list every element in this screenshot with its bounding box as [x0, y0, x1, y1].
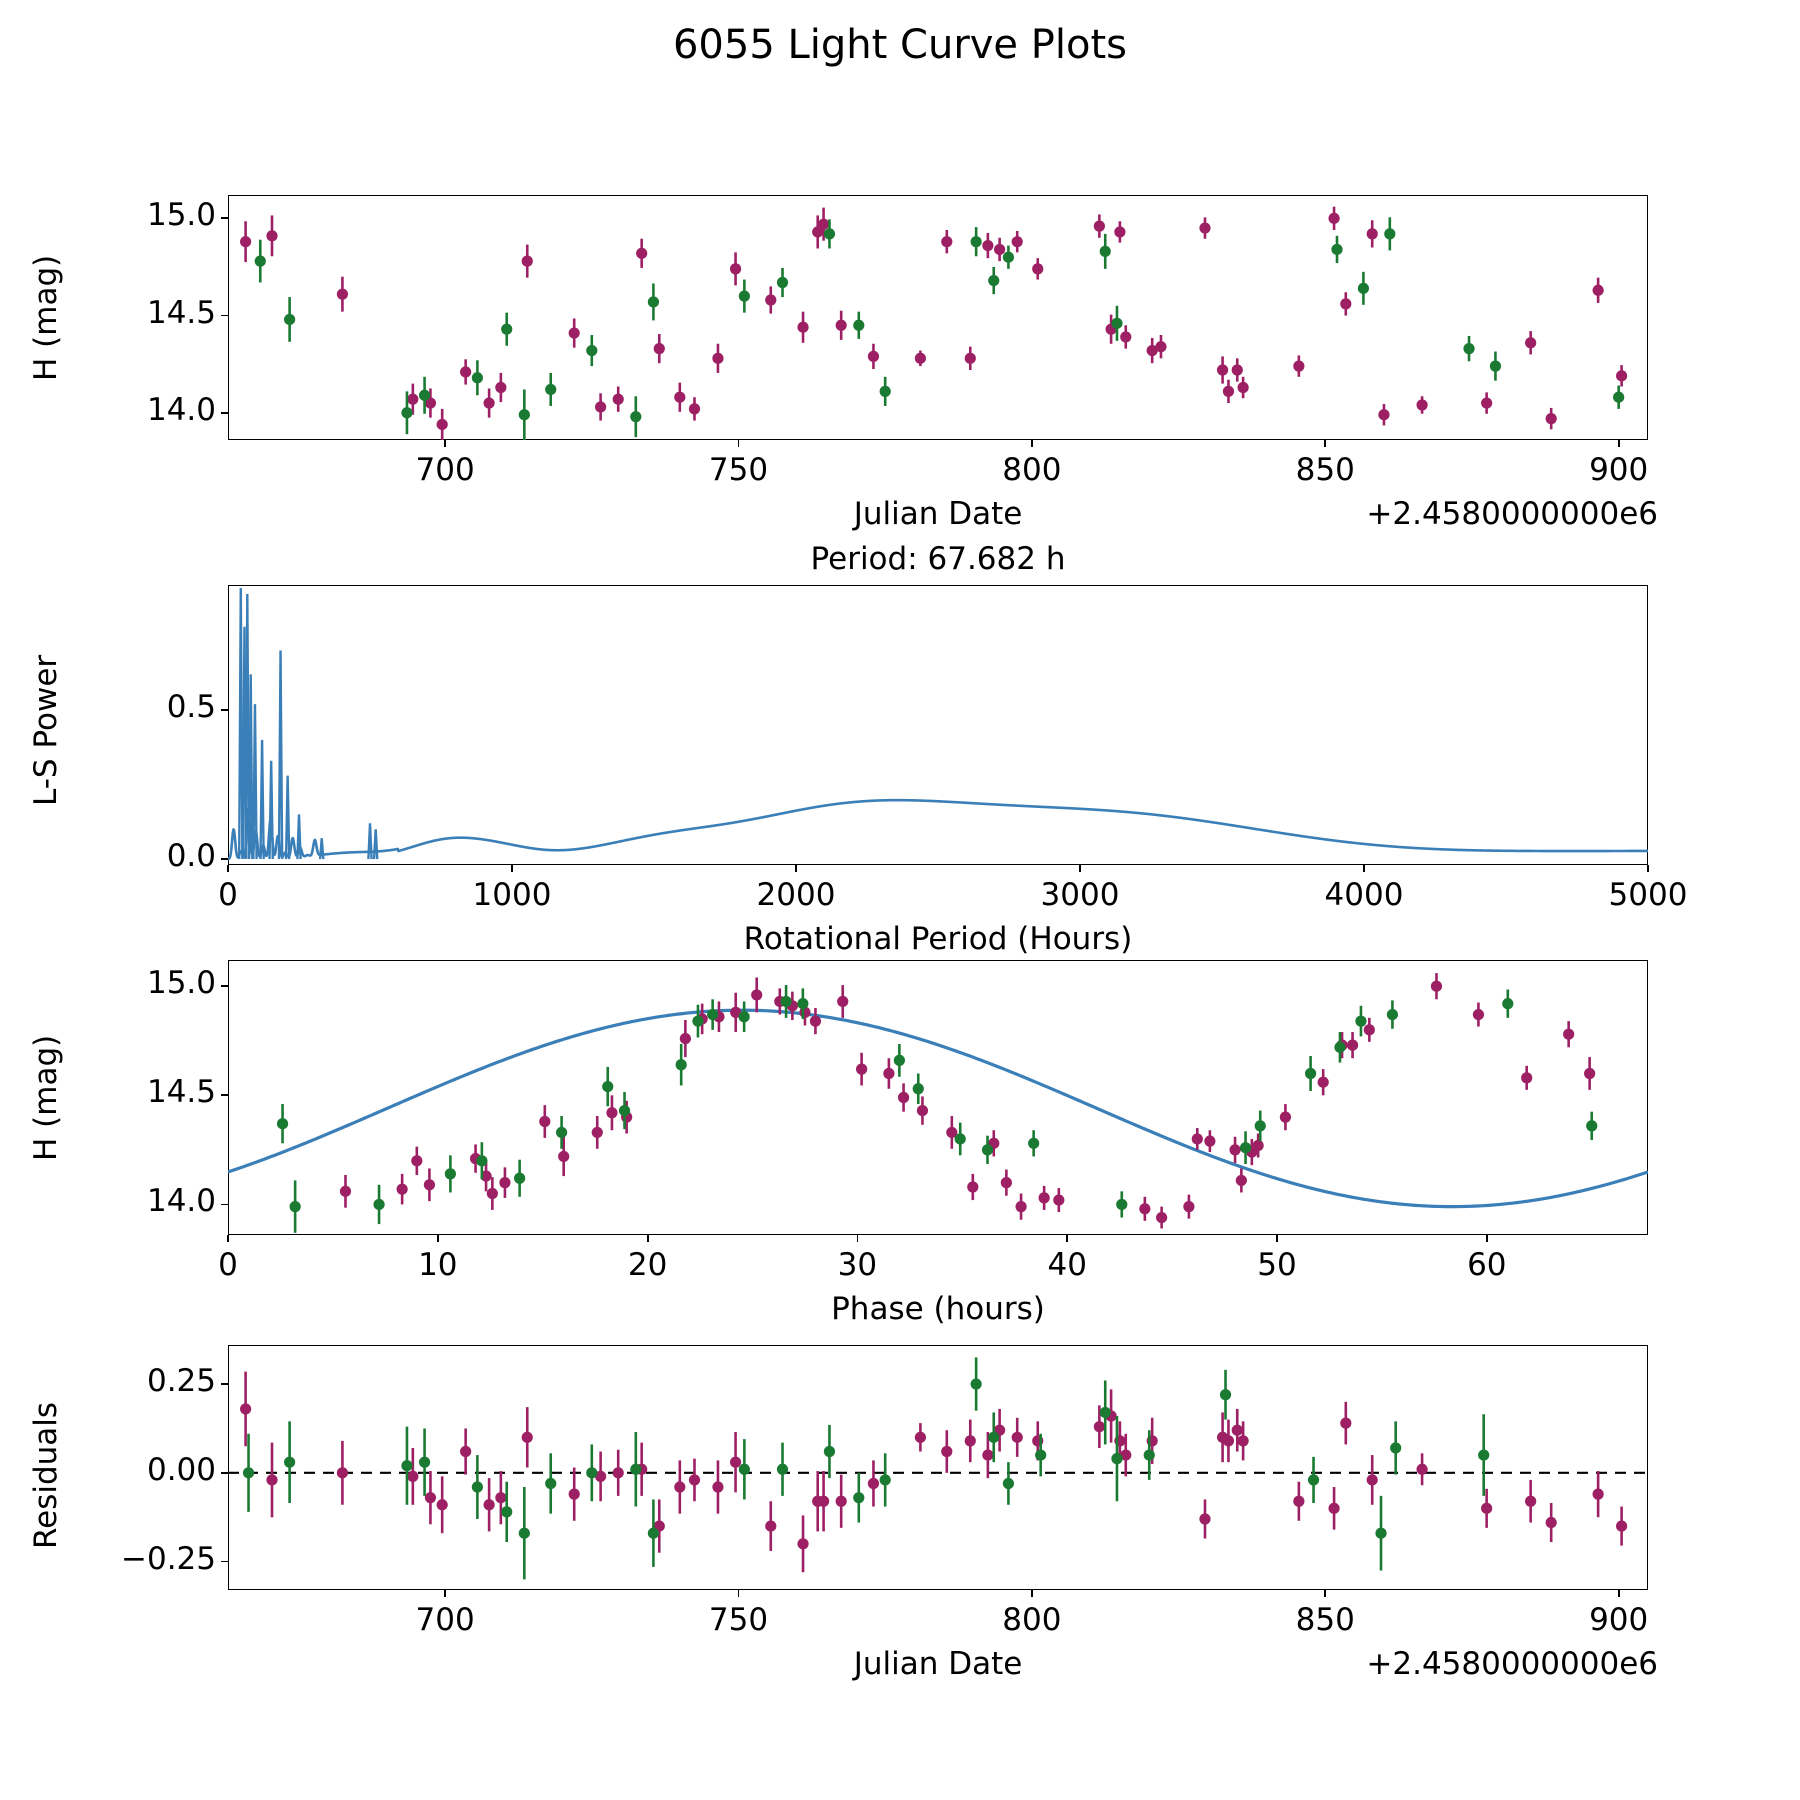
x-tick-mark: [1647, 865, 1649, 872]
y-tick-label: 14.5: [146, 1074, 216, 1111]
x-tick-mark: [1617, 440, 1620, 447]
panel-phase-folded: [228, 960, 1648, 1235]
x-tick-mark: [1030, 440, 1033, 447]
y-tick-label: −0.25: [121, 1540, 216, 1577]
series-series_b: [276, 985, 1598, 1233]
x-tick-label: 10: [418, 1247, 458, 1283]
x-tick-label: 800: [1002, 1602, 1062, 1638]
x-tick-label: 700: [415, 452, 475, 488]
axes-frame-light-curve: [228, 195, 1648, 440]
series-series_b: [254, 217, 1625, 440]
y-tick-mark: [221, 1471, 228, 1474]
x-tick-mark: [1485, 1235, 1488, 1242]
x-tick-label: 1000: [472, 877, 552, 913]
y-tick-label: 0.00: [146, 1451, 216, 1488]
x-tick-mark: [1617, 1590, 1620, 1597]
x-tick-label: 750: [708, 452, 769, 488]
y-axis-label: H (mag): [28, 1034, 64, 1161]
x-tick-label: 60: [1467, 1247, 1507, 1283]
y-tick-mark: [221, 314, 228, 317]
x-tick-mark: [511, 865, 513, 872]
light-curve-plot-area: [240, 206, 1628, 440]
x-tick-mark: [1079, 865, 1081, 872]
x-axis-label: Phase (hours): [831, 1291, 1045, 1327]
x-tick-label: 5000: [1608, 877, 1688, 913]
y-tick-mark: [221, 217, 228, 220]
axes-frame-periodogram: [228, 585, 1648, 865]
panel-title: Period: 67.682 h: [810, 541, 1066, 577]
x-tick-mark: [227, 865, 229, 872]
y-tick-mark: [221, 1383, 228, 1385]
x-tick-label: 0: [218, 877, 238, 913]
x-tick-label: 0: [218, 1247, 238, 1283]
series-series_a: [339, 973, 1596, 1229]
x-tick-label: 4000: [1324, 877, 1404, 913]
y-tick-label: 15.0: [146, 197, 216, 234]
periodogram-plot-area: [228, 587, 1648, 861]
x-tick-mark: [444, 1590, 446, 1597]
x-tick-mark: [646, 1235, 649, 1242]
x-tick-mark: [737, 440, 740, 447]
figure-title: 6055 Light Curve Plots: [672, 22, 1127, 68]
x-tick-mark: [856, 1235, 859, 1242]
phase-folded-plot-area: [228, 973, 1648, 1233]
x-tick-label: 40: [1047, 1247, 1087, 1283]
x-tick-mark: [1066, 1235, 1069, 1242]
y-tick-mark: [221, 1203, 228, 1206]
y-tick-label: 0.5: [166, 689, 216, 726]
series-series_a: [240, 206, 1628, 440]
x-tick-mark: [1363, 865, 1365, 872]
series-series_a: [240, 1371, 1628, 1573]
x-axis-label: Julian Date: [853, 496, 1023, 532]
panel-light-curve: [228, 195, 1648, 440]
y-tick-mark: [221, 1560, 228, 1563]
y-axis-label: L-S Power: [28, 654, 64, 806]
y-tick-label: 14.5: [146, 294, 216, 331]
panel-residuals: [228, 1345, 1648, 1590]
y-axis-label: H (mag): [28, 254, 64, 381]
x-tick-label: 750: [708, 1602, 769, 1638]
x-tick-label: 700: [415, 1602, 475, 1638]
y-axis-label: Residuals: [28, 1401, 64, 1549]
x-axis-label: Julian Date: [853, 1646, 1023, 1682]
x-tick-label: 800: [1002, 452, 1062, 488]
x-tick-label: 850: [1295, 1602, 1355, 1638]
y-tick-label: 0.0: [166, 838, 216, 875]
x-tick-label: 2000: [756, 877, 836, 913]
y-tick-label: 14.0: [146, 391, 216, 428]
x-axis-offset-text: +2.4580000000e6: [1366, 1646, 1658, 1682]
y-tick-mark: [221, 858, 228, 860]
axes-frame-phase-folded: [228, 960, 1648, 1235]
x-tick-mark: [444, 440, 446, 447]
x-tick-label: 30: [837, 1247, 878, 1283]
x-tick-mark: [1276, 1235, 1278, 1242]
y-tick-label: 14.0: [146, 1183, 216, 1220]
x-tick-label: 850: [1295, 452, 1355, 488]
x-tick-mark: [1030, 1590, 1033, 1597]
y-tick-mark: [221, 709, 228, 711]
x-tick-label: 50: [1257, 1247, 1297, 1283]
panel-periodogram: [228, 585, 1648, 865]
x-tick-mark: [1324, 1590, 1327, 1597]
x-tick-label: 900: [1589, 1602, 1649, 1638]
x-tick-mark: [1324, 440, 1327, 447]
y-tick-label: 0.25: [146, 1363, 216, 1400]
y-tick-label: 15.0: [146, 965, 216, 1002]
y-tick-mark: [221, 985, 228, 988]
x-tick-mark: [795, 865, 797, 872]
x-axis-offset-text: +2.4580000000e6: [1366, 496, 1658, 532]
x-tick-mark: [436, 1235, 439, 1242]
y-tick-mark: [221, 411, 228, 414]
x-axis-label: Rotational Period (Hours): [743, 921, 1133, 957]
x-tick-label: 20: [627, 1247, 668, 1283]
x-tick-label: 900: [1589, 452, 1649, 488]
x-tick-mark: [227, 1235, 229, 1242]
y-tick-mark: [221, 1094, 228, 1097]
x-tick-label: 3000: [1040, 877, 1120, 913]
x-tick-mark: [737, 1590, 740, 1597]
series-series_b: [242, 1357, 1490, 1580]
residuals-plot-area: [228, 1357, 1648, 1580]
